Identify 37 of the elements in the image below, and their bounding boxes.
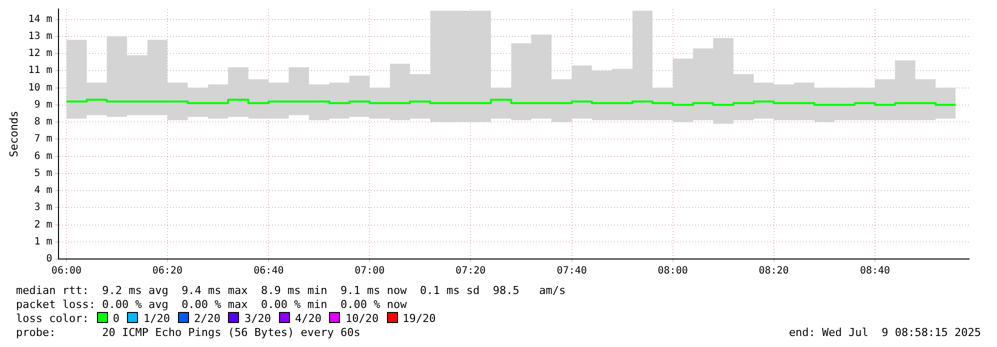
text: 0 [112, 312, 120, 325]
text: probe: 20 ICMP Echo Pings (56 Bytes) every 60s [16, 326, 362, 340]
text: 4/20 [294, 312, 322, 325]
text: end: Wed Jul 9 08:58:15 2025 [788, 326, 981, 339]
text: packet loss: 0.00 % avg 0.00 % max 0.00 % min 0.00 % now [16, 298, 408, 312]
text: 19/20 [402, 312, 436, 325]
x-tick-label: 06:00 [51, 266, 82, 277]
y-tick-label: 2 m [34, 219, 52, 230]
y-tick-label: 14 m [28, 14, 52, 25]
y-tick-label: 3 m [34, 202, 52, 214]
text: 1/20 [143, 312, 170, 325]
x-tick-label: 06:20 [152, 266, 182, 277]
text: loss color: [16, 312, 89, 325]
y-tick-label: 11 m [28, 65, 52, 76]
x-tick-label: 08:00 [658, 266, 688, 277]
x-tick-label: 07:40 [556, 266, 587, 277]
y-tick-label: 4 m [34, 185, 52, 196]
y-tick-label: 8 m [34, 116, 52, 128]
text: 10/20 [345, 312, 379, 325]
text: 3/20 [244, 312, 271, 325]
x-tick-label: 07:20 [456, 266, 486, 277]
y-tick-label: 13 m [28, 30, 52, 42]
x-tick-label: 07:00 [354, 266, 385, 277]
y-tick-label: 7 m [34, 134, 52, 145]
x-tick-label: 08:40 [860, 266, 890, 277]
y-tick-label: 0 [46, 254, 52, 265]
y-tick-label: 5 m [34, 168, 52, 179]
y-tick-label: 9 m [34, 99, 52, 110]
y-axis-title: Seconds [7, 110, 20, 158]
y-tick-label: 1 m [34, 236, 52, 248]
x-tick-label: 06:40 [254, 266, 284, 277]
text: 2/20 [194, 312, 220, 325]
y-tick-label: 6 m [34, 150, 52, 162]
y-tick-label: 12 m [28, 48, 52, 60]
y-tick-label: 10 m [28, 82, 52, 94]
x-tick-label: 08:20 [758, 266, 789, 277]
text: median rtt: 9.2 ms avg 9.4 ms max 8.9 ms min 9.1 ms now 0.1 ms sd 98.5 am/s [16, 284, 566, 298]
